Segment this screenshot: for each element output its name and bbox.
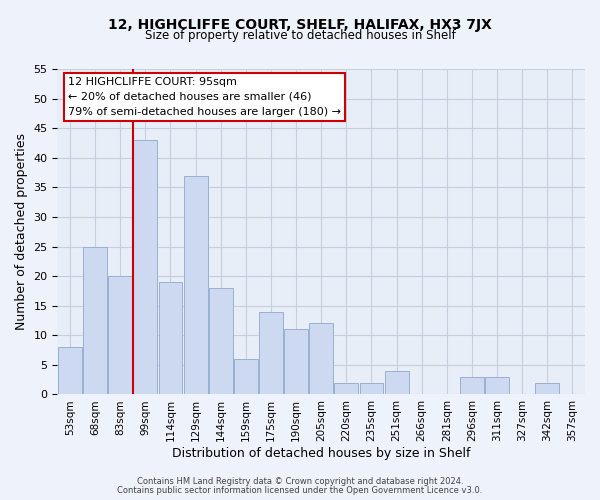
Bar [133,140,157,394]
X-axis label: Distribution of detached houses by size in Shelf: Distribution of detached houses by size … [172,447,470,460]
Bar [184,176,208,394]
Text: Contains public sector information licensed under the Open Government Licence v3: Contains public sector information licen… [118,486,482,495]
Bar [284,330,308,394]
Bar [359,382,383,394]
Text: 12, HIGHCLIFFE COURT, SHELF, HALIFAX, HX3 7JX: 12, HIGHCLIFFE COURT, SHELF, HALIFAX, HX… [108,18,492,32]
Bar [58,347,82,395]
Bar [535,382,559,394]
Bar [234,359,258,394]
Bar [460,376,484,394]
Bar [309,324,333,394]
Bar [83,246,107,394]
Text: Contains HM Land Registry data © Crown copyright and database right 2024.: Contains HM Land Registry data © Crown c… [137,477,463,486]
Bar [108,276,132,394]
Bar [209,288,233,395]
Text: Size of property relative to detached houses in Shelf: Size of property relative to detached ho… [145,29,455,42]
Text: 12 HIGHCLIFFE COURT: 95sqm
← 20% of detached houses are smaller (46)
79% of semi: 12 HIGHCLIFFE COURT: 95sqm ← 20% of deta… [68,77,341,116]
Bar [385,371,409,394]
Bar [485,376,509,394]
Y-axis label: Number of detached properties: Number of detached properties [15,133,28,330]
Bar [259,312,283,394]
Bar [158,282,182,395]
Bar [334,382,358,394]
